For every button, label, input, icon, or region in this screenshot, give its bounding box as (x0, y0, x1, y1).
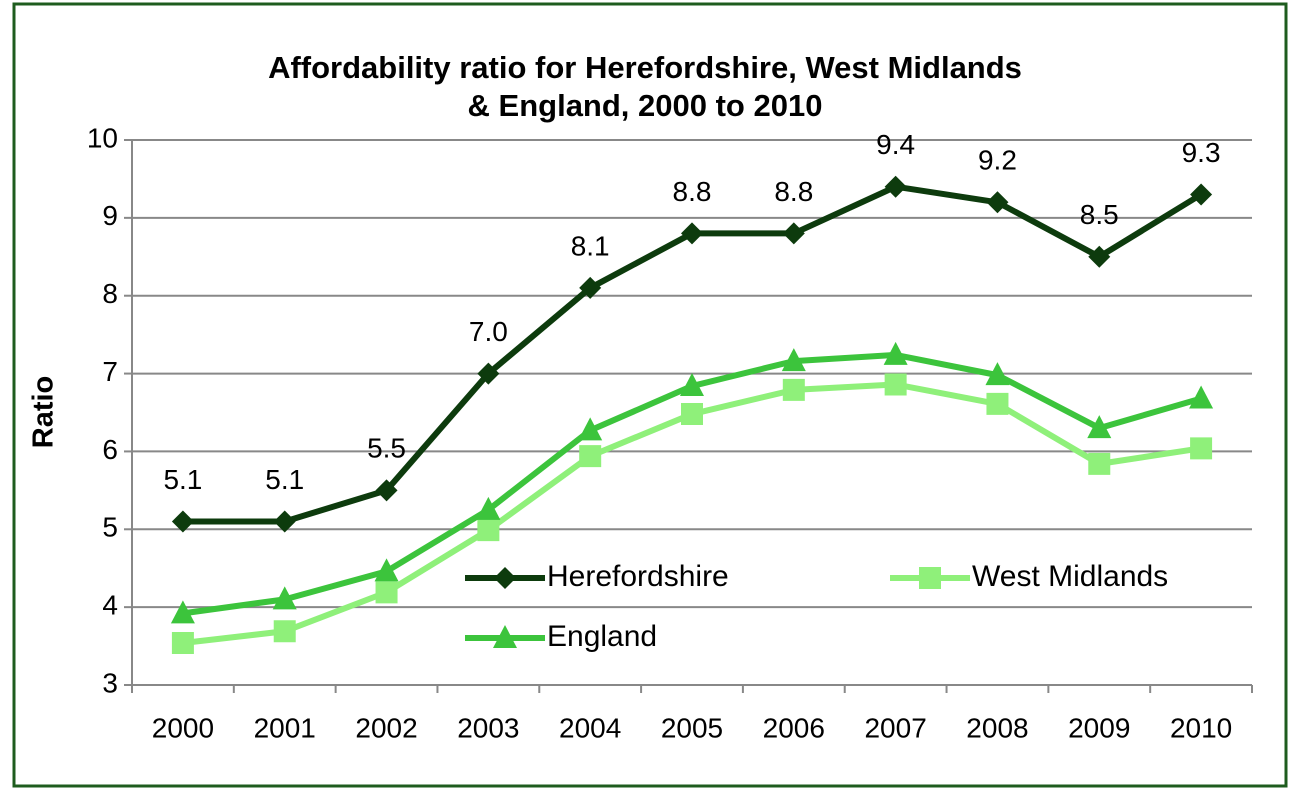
y-tick-label: 5 (102, 512, 118, 543)
legend-label: West Midlands (972, 560, 1168, 593)
point (476, 496, 501, 520)
point (884, 175, 907, 198)
point (579, 276, 602, 299)
data-label: 8.8 (774, 176, 813, 207)
data-label: 5.1 (163, 464, 202, 495)
point (681, 222, 703, 245)
point (680, 373, 704, 397)
x-tick-label: 2006 (763, 712, 825, 743)
data-label: 8.5 (1080, 199, 1119, 230)
y-tick-label: 4 (102, 590, 118, 621)
y-tick-label: 10 (87, 122, 118, 153)
point (477, 519, 500, 542)
point (1088, 245, 1111, 268)
data-label: 7.0 (469, 316, 508, 347)
point (375, 479, 398, 502)
point (579, 445, 602, 468)
data-label: 9.2 (978, 145, 1017, 176)
x-tick-label: 2008 (966, 712, 1028, 743)
x-tick-label: 2007 (864, 712, 926, 743)
y-tick-label: 9 (102, 200, 118, 231)
data-label: 9.4 (876, 129, 915, 160)
y-tick-label: 3 (102, 667, 118, 698)
point (272, 586, 297, 610)
point (170, 600, 195, 624)
point (985, 362, 1010, 386)
point (884, 373, 907, 396)
data-label: 5.5 (367, 433, 406, 464)
point (578, 417, 603, 441)
data-label: 8.8 (673, 176, 712, 207)
point (477, 362, 500, 385)
x-tick-label: 2005 (661, 712, 723, 743)
point (782, 378, 805, 401)
data-label: 5.1 (265, 464, 304, 495)
chart-title: Affordability ratio for Herefordshire, W… (268, 50, 1022, 85)
point (883, 341, 908, 365)
legend-marker (493, 625, 517, 648)
point (681, 403, 703, 426)
legend-label: Herefordshire (547, 560, 729, 593)
data-label: 9.3 (1182, 137, 1221, 168)
point (986, 191, 1009, 214)
y-tick-label: 8 (102, 278, 118, 309)
point (171, 631, 194, 654)
point (1190, 437, 1213, 460)
x-tick-label: 2004 (559, 712, 621, 743)
x-tick-label: 2000 (152, 712, 214, 743)
point (781, 348, 806, 372)
y-axis-label: Ratio (28, 376, 60, 449)
point (1088, 452, 1111, 475)
point (1087, 415, 1112, 439)
point (273, 620, 296, 643)
x-tick-label: 2003 (457, 712, 519, 743)
chart-title: & England, 2000 to 2010 (468, 88, 823, 123)
point (986, 392, 1009, 415)
point (375, 581, 398, 604)
point (374, 558, 399, 582)
legend-label: England (547, 620, 657, 653)
point (1189, 385, 1214, 409)
point (171, 510, 194, 533)
point (782, 222, 805, 245)
data-label: 8.1 (571, 230, 610, 261)
y-tick-label: 7 (102, 356, 118, 387)
legend-marker (494, 567, 516, 589)
point (1190, 183, 1213, 206)
y-tick-label: 6 (102, 434, 118, 465)
chart-frame (12, 2, 1288, 788)
x-tick-label: 2010 (1170, 712, 1232, 743)
x-tick-label: 2001 (254, 712, 316, 743)
x-tick-label: 2002 (355, 712, 417, 743)
x-tick-label: 2009 (1068, 712, 1130, 743)
legend-marker (919, 567, 941, 589)
point (273, 510, 296, 533)
